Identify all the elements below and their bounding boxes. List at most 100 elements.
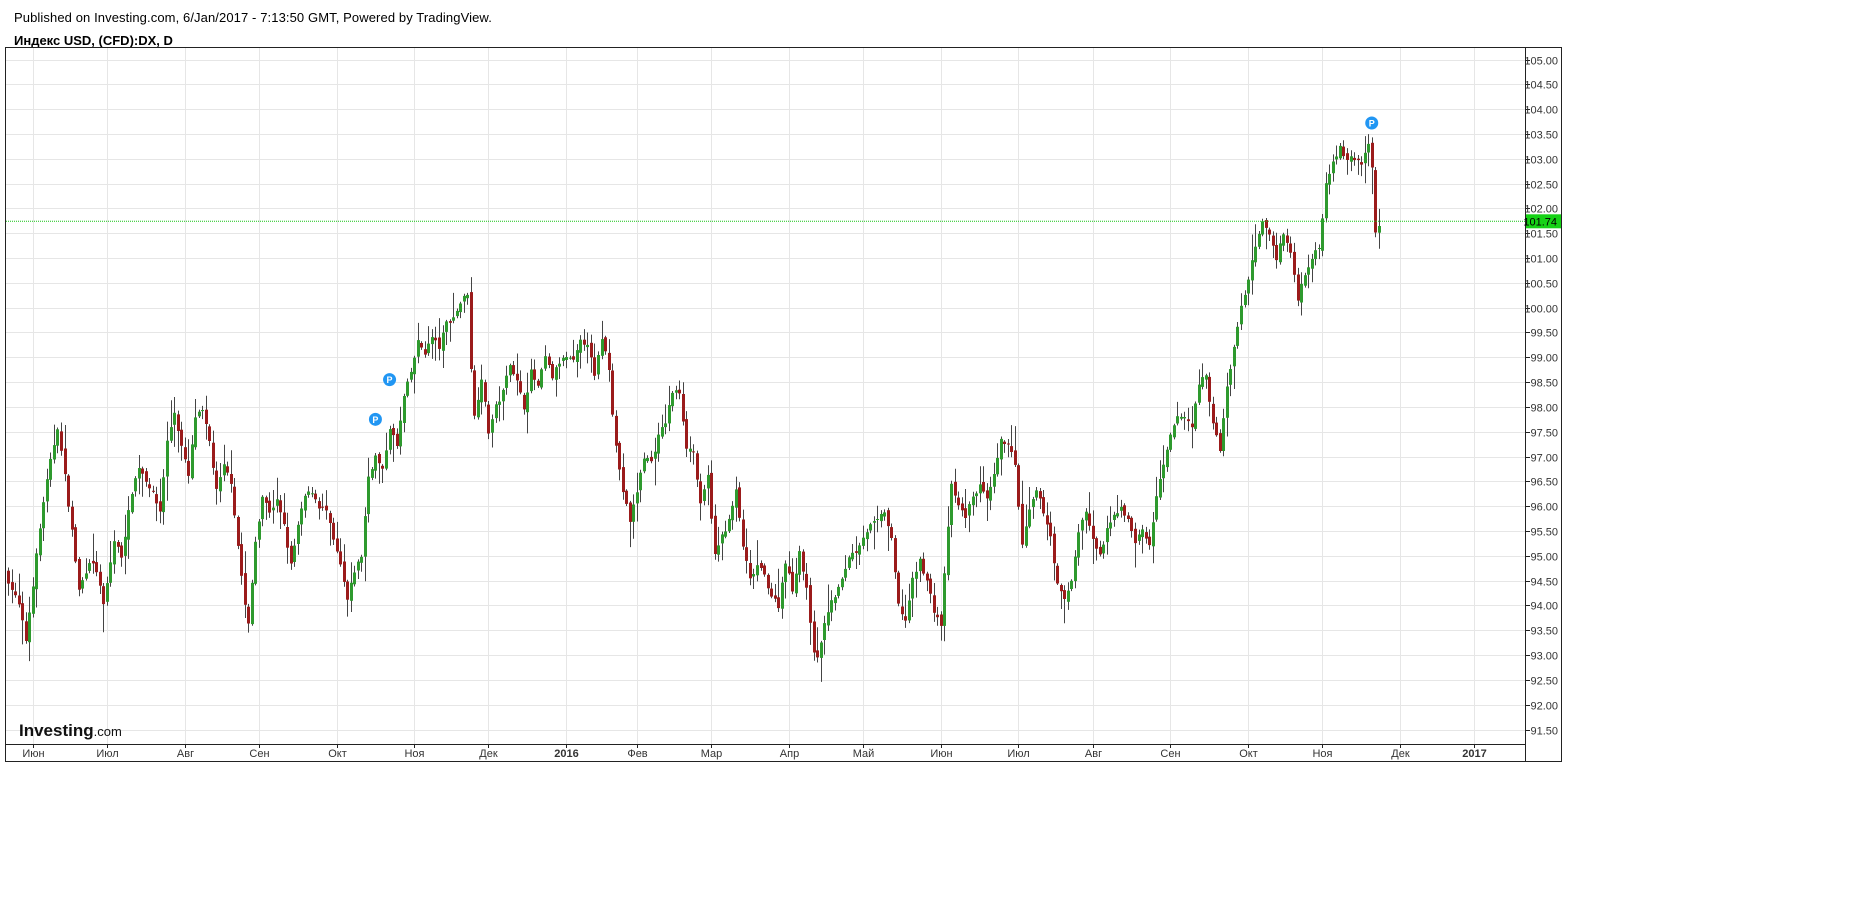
candle-body bbox=[721, 534, 724, 544]
candle-body bbox=[615, 415, 618, 446]
candle-body bbox=[325, 505, 328, 511]
candle-body bbox=[827, 612, 830, 626]
candle-body bbox=[159, 501, 162, 512]
y-tick-label: 95.00 bbox=[1530, 552, 1558, 564]
candle-body bbox=[1032, 499, 1035, 508]
candle-body bbox=[724, 531, 727, 537]
p-marker bbox=[1365, 116, 1379, 130]
candle-body bbox=[283, 512, 286, 525]
candle-body bbox=[820, 642, 823, 658]
candle-body bbox=[392, 428, 395, 436]
candle-body bbox=[523, 394, 526, 410]
candle-body bbox=[968, 504, 971, 516]
candle-body bbox=[194, 417, 197, 448]
candle-body bbox=[314, 493, 317, 500]
candle-body bbox=[986, 490, 989, 499]
candle-body bbox=[675, 390, 678, 393]
candle-body bbox=[1077, 532, 1080, 558]
candle-body bbox=[689, 448, 692, 452]
candle-body bbox=[1222, 418, 1225, 451]
candle-body bbox=[1311, 259, 1314, 269]
candle-body bbox=[438, 337, 441, 349]
candle-body bbox=[533, 369, 536, 380]
y-tick-label: 99.00 bbox=[1530, 353, 1558, 365]
candle-body bbox=[837, 586, 840, 596]
candle-body bbox=[933, 595, 936, 613]
x-tick-label: Ноя bbox=[1312, 748, 1332, 760]
candle-body bbox=[756, 565, 759, 576]
candle-body bbox=[470, 292, 473, 369]
candle-body bbox=[848, 557, 851, 568]
candle-body bbox=[668, 405, 671, 424]
candle-body bbox=[71, 506, 74, 530]
candle-body bbox=[798, 551, 801, 575]
candle-body bbox=[1176, 416, 1179, 424]
candle-body bbox=[699, 481, 702, 504]
candle-body bbox=[329, 513, 332, 523]
candle-body bbox=[876, 519, 879, 520]
candle-body bbox=[823, 623, 826, 640]
candle-body bbox=[643, 458, 646, 472]
candle-body bbox=[742, 519, 745, 547]
y-tick-label: 102.00 bbox=[1524, 204, 1558, 216]
candle-body bbox=[1021, 503, 1024, 545]
candle-body bbox=[1215, 422, 1218, 436]
candle-body bbox=[456, 310, 459, 317]
candle-body bbox=[74, 527, 77, 562]
candle-body bbox=[1275, 245, 1278, 261]
x-tick-label: Дек bbox=[1391, 748, 1410, 760]
candle-body bbox=[39, 528, 42, 556]
candle-body bbox=[844, 568, 847, 578]
candle-body bbox=[1092, 525, 1095, 539]
candle-body bbox=[487, 404, 490, 434]
candle-body bbox=[1297, 274, 1300, 301]
price-axis[interactable]: 91.50 92.00 92.50 93.00 93.50 94.00 94.50 95.00… bbox=[1524, 56, 1558, 738]
candle-body bbox=[1374, 170, 1377, 233]
candle-body bbox=[774, 595, 777, 599]
candle-body bbox=[809, 585, 812, 623]
candle-body bbox=[950, 483, 953, 525]
candle-body bbox=[1025, 526, 1028, 546]
candle-body bbox=[855, 551, 858, 553]
candle-body bbox=[707, 474, 710, 489]
candle-body bbox=[1378, 226, 1381, 233]
candle-body bbox=[710, 472, 713, 519]
candle-body bbox=[85, 573, 88, 579]
candle-body bbox=[155, 494, 158, 504]
candle-body bbox=[88, 563, 91, 571]
candle-body bbox=[601, 339, 604, 356]
time-axis[interactable]: Июн Июл Авг Сен Окт Ноя Дек 2016 Фев Мар Апр Май Июн… bbox=[22, 744, 1487, 760]
candle-body bbox=[350, 582, 353, 601]
candle-body bbox=[1289, 243, 1292, 253]
x-tick-label: Фев bbox=[627, 748, 647, 760]
investing-logo[interactable]: Investing.com bbox=[19, 721, 122, 740]
candle-body bbox=[374, 455, 377, 471]
candle-body bbox=[297, 524, 300, 544]
candle-body bbox=[18, 595, 21, 605]
y-tick-label: 100.00 bbox=[1524, 304, 1558, 316]
candle-body bbox=[749, 563, 752, 579]
x-tick-label: Авг bbox=[1085, 748, 1102, 760]
candle-body bbox=[1138, 534, 1141, 541]
candle-body bbox=[1067, 590, 1070, 602]
candle-body bbox=[42, 502, 45, 529]
candle-body bbox=[81, 580, 84, 589]
x-tick-label: Ноя bbox=[404, 748, 424, 760]
candle-body bbox=[484, 382, 487, 402]
candle-body bbox=[353, 572, 356, 585]
candle-body bbox=[922, 558, 925, 574]
candle-body bbox=[745, 547, 748, 561]
candle-body bbox=[851, 552, 854, 560]
candle-body bbox=[1279, 243, 1282, 263]
candle-body bbox=[516, 373, 519, 381]
candle-body bbox=[403, 396, 406, 423]
candle-body bbox=[1187, 419, 1190, 422]
candle-body bbox=[979, 484, 982, 494]
published-caption: Published on Investing.com, 6/Jan/2017 -… bbox=[14, 10, 492, 25]
candle-body bbox=[1183, 417, 1186, 419]
candle-body bbox=[1272, 235, 1275, 246]
candle-body bbox=[1063, 590, 1066, 599]
candle-body bbox=[1102, 544, 1105, 554]
candle-body bbox=[646, 458, 649, 462]
